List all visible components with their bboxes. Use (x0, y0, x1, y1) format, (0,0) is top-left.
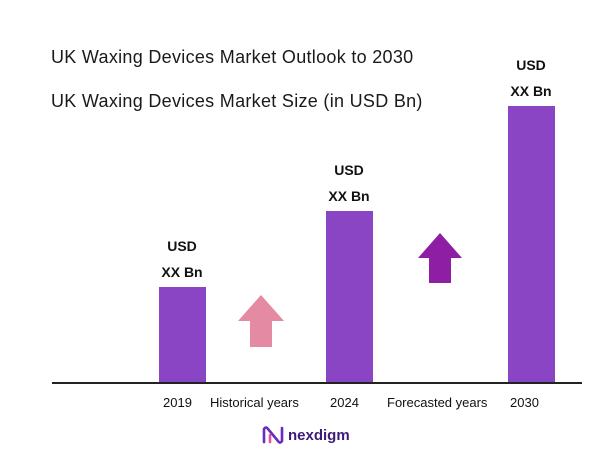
x-axis-line (52, 382, 582, 384)
value-label-2019: USD XX Bn (142, 233, 222, 285)
nexdigm-logo: nexdigm (262, 426, 350, 444)
tick-label-2019: 2019 (163, 395, 192, 410)
bar-2030 (507, 106, 555, 382)
bar-2024 (325, 211, 373, 382)
value-label-line: XX Bn (328, 188, 370, 204)
logo-text: nexdigm (288, 426, 350, 444)
value-label-line: USD (167, 238, 197, 254)
tick-label-2024: 2024 (330, 395, 359, 410)
forecast-growth-arrow-icon (418, 233, 462, 283)
chart-title: UK Waxing Devices Market Outlook to 2030 (51, 47, 414, 67)
historical-growth-arrow-icon (238, 295, 284, 347)
value-label-line: XX Bn (161, 264, 203, 280)
value-label-2024: USD XX Bn (309, 157, 389, 209)
nexdigm-mark-icon (262, 426, 284, 444)
value-label-2030: USD XX Bn (491, 52, 571, 104)
tick-label-2030: 2030 (510, 395, 539, 410)
value-label-line: USD (516, 57, 546, 73)
segment-label-forecasted: Forecasted years (387, 395, 488, 410)
value-label-line: USD (334, 162, 364, 178)
value-label-line: XX Bn (510, 83, 552, 99)
bar-2019 (158, 287, 206, 382)
segment-label-historical: Historical years (210, 395, 299, 410)
chart-subtitle: UK Waxing Devices Market Size (in USD Bn… (51, 91, 423, 111)
